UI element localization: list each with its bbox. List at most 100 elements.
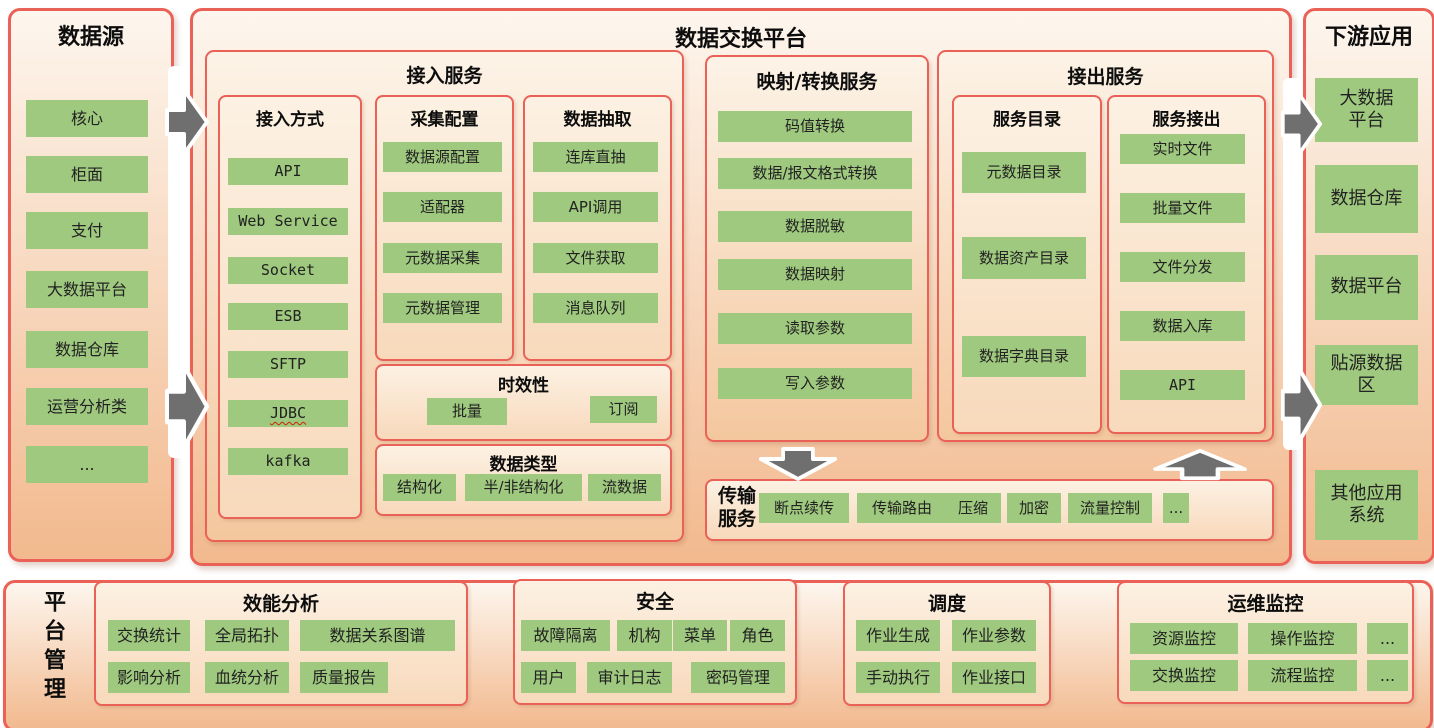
efficiency-item: 数据关系图谱: [300, 620, 455, 651]
arrow-right-icon: [1280, 91, 1323, 157]
monitoring-item: 流程监控: [1248, 660, 1357, 691]
access-method-item: JDBC: [228, 400, 348, 427]
collection-config-box: 采集配置 数据源配置 适配器 元数据采集 元数据管理: [375, 95, 514, 361]
monitoring-title: 运维监控: [1227, 593, 1304, 615]
service-catalog-box: 服务目录 元数据目录 数据资产目录 数据字典目录: [952, 95, 1102, 434]
platform-title: 数据交换平台: [674, 27, 807, 52]
outbound-service-box: 接出服务 服务目录 元数据目录 数据资产目录 数据字典目录 服务接出 实时文件 …: [937, 50, 1274, 442]
arrow-up-icon: [1153, 448, 1247, 481]
mapping-item: 数据脱敏: [718, 211, 912, 242]
downstream-item: 数据仓库: [1315, 165, 1418, 233]
efficiency-item: 质量报告: [300, 662, 388, 693]
security-item: 角色: [730, 620, 785, 651]
scheduling-item: 作业生成: [856, 620, 940, 651]
security-item: 机构: [617, 620, 672, 651]
service-outbound-title: 服务接出: [1152, 110, 1221, 130]
timeliness-item: 订阅: [590, 396, 657, 423]
security-item: 用户: [521, 662, 576, 693]
data-types-box: 数据类型 结构化 半/非结构化 流数据: [375, 444, 672, 516]
access-method-item: ESB: [228, 303, 348, 330]
monitoring-item-more: ...: [1367, 660, 1408, 691]
timeliness-item: 批量: [427, 398, 507, 425]
collection-config-title: 采集配置: [410, 110, 479, 130]
collection-config-item: 元数据采集: [383, 243, 502, 273]
transmission-item: 断点续传: [759, 493, 849, 523]
outbound-item: API: [1120, 370, 1245, 400]
monitoring-item: 操作监控: [1248, 623, 1357, 654]
mapping-item: 读取参数: [718, 313, 912, 344]
source-item-more: ...: [26, 446, 148, 483]
catalog-item: 元数据目录: [962, 152, 1086, 193]
scheduling-item: 作业参数: [952, 620, 1036, 651]
collection-config-item: 数据源配置: [383, 142, 502, 172]
source-item: 数据仓库: [26, 331, 148, 368]
exchange-platform-box: 数据交换平台 接入服务 接入方式 API Web Service Socket …: [190, 8, 1292, 566]
data-extraction-item: 连库直抽: [533, 142, 658, 172]
access-method-item: kafka: [228, 448, 348, 475]
arrow-right-icon: [165, 88, 209, 156]
ops-monitoring-box: 运维监控 资源监控 操作监控 ... 交换监控 流程监控 ...: [1117, 581, 1414, 704]
access-method-item: API: [228, 158, 348, 185]
transmission-item: 压缩: [945, 493, 1001, 523]
outbound-service-title: 接出服务: [1067, 66, 1144, 88]
collection-config-item: 适配器: [383, 192, 502, 222]
efficiency-item: 交换统计: [108, 620, 190, 651]
catalog-item: 数据字典目录: [962, 336, 1086, 377]
security-item: 审计日志: [587, 662, 672, 693]
security-box: 安全 故障隔离 机构 菜单 角色 用户 审计日志 密码管理: [513, 579, 797, 705]
access-service-box: 接入服务 接入方式 API Web Service Socket ESB SFT…: [205, 50, 684, 542]
arrow-down-icon: [758, 447, 838, 481]
source-item: 柜面: [26, 156, 148, 193]
catalog-item: 数据资产目录: [962, 237, 1086, 279]
data-types-title: 数据类型: [489, 455, 558, 475]
data-extraction-item: 消息队列: [533, 293, 658, 323]
source-item: 核心: [26, 100, 148, 137]
source-item: 大数据平台: [26, 271, 148, 308]
management-box: 平台管理 效能分析 交换统计 全局拓扑 数据关系图谱 影响分析 血统分析 质量报…: [3, 579, 1433, 728]
transmission-service-bar: 传输服务 断点续传 传输路由 压缩 加密 流量控制 ...: [705, 479, 1274, 541]
data-type-item: 半/非结构化: [465, 474, 582, 501]
efficiency-item: 血统分析: [205, 662, 289, 693]
outbound-item: 文件分发: [1120, 252, 1245, 282]
flow-connector-left: [168, 66, 187, 458]
downstream-item: 数据平台: [1315, 255, 1418, 320]
source-item: 支付: [26, 212, 148, 249]
security-title: 安全: [635, 591, 674, 613]
access-methods-title: 接入方式: [256, 110, 324, 130]
service-outbound-box: 服务接出 实时文件 批量文件 文件分发 数据入库 API: [1107, 95, 1266, 434]
outbound-item: 实时文件: [1120, 134, 1245, 164]
monitoring-item: 资源监控: [1130, 623, 1238, 654]
monitoring-item: 交换监控: [1130, 660, 1238, 691]
security-item: 密码管理: [691, 662, 785, 693]
downstream-item: 其他应用 系统: [1315, 470, 1418, 540]
scheduling-box: 调度 作业生成 作业参数 手动执行 作业接口: [843, 581, 1051, 706]
arrow-right-icon: [1280, 365, 1323, 445]
access-method-item: Socket: [228, 257, 348, 284]
security-item: 菜单: [673, 620, 727, 651]
source-item: 运营分析类: [26, 388, 148, 425]
data-extraction-box: 数据抽取 连库直抽 API调用 文件获取 消息队列: [523, 95, 672, 361]
mapping-item: 写入参数: [718, 368, 912, 399]
monitoring-item-more: ...: [1367, 623, 1408, 654]
data-extraction-title: 数据抽取: [563, 110, 632, 130]
service-catalog-title: 服务目录: [993, 110, 1061, 130]
scheduling-title: 调度: [927, 593, 966, 615]
efficiency-item: 影响分析: [108, 662, 190, 693]
efficiency-title: 效能分析: [242, 593, 319, 615]
transmission-item: 传输路由: [857, 493, 947, 523]
data-type-item: 结构化: [383, 474, 456, 501]
mapping-service-box: 映射/转换服务 码值转换 数据/报文格式转换 数据脱敏 数据映射 读取参数 写入…: [705, 55, 929, 442]
transmission-service-title: 传输服务: [717, 485, 756, 530]
downstream-title: 下游应用: [1324, 25, 1413, 50]
mapping-service-title: 映射/转换服务: [756, 71, 878, 93]
efficiency-analysis-box: 效能分析 交换统计 全局拓扑 数据关系图谱 影响分析 血统分析 质量报告: [94, 581, 468, 706]
security-item: 故障隔离: [521, 620, 610, 651]
downstream-box: 下游应用 大数据 平台 数据仓库 数据平台 贴源数据 区 其他应用 系统: [1303, 8, 1434, 564]
transmission-item-more: ...: [1163, 493, 1189, 523]
access-methods-box: 接入方式 API Web Service Socket ESB SFTP JDB…: [218, 95, 362, 519]
data-sources-box: 数据源 核心 柜面 支付 大数据平台 数据仓库 运营分析类 ...: [8, 8, 174, 562]
arrow-right-icon: [165, 363, 209, 450]
transmission-item: 流量控制: [1068, 493, 1152, 523]
downstream-item: 大数据 平台: [1315, 78, 1418, 142]
outbound-item: 批量文件: [1120, 193, 1245, 223]
